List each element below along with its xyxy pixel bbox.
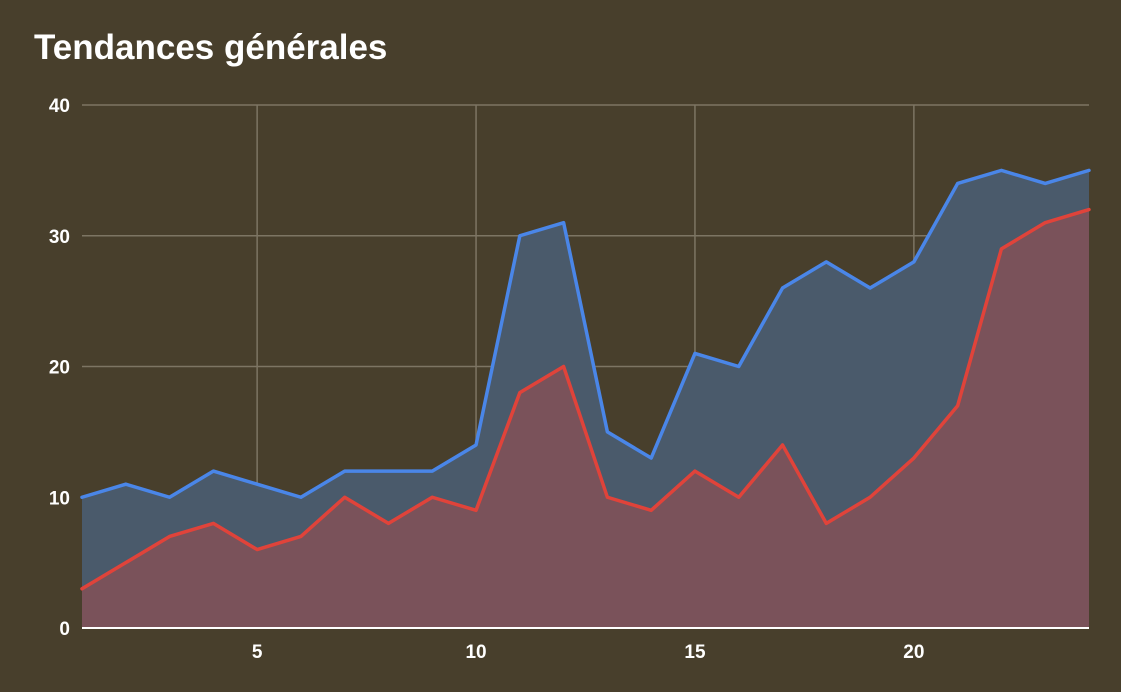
x-axis-tick-labels: 5 10 15 20 — [252, 642, 925, 663]
y-axis-tick-labels: 0 10 20 30 40 — [49, 96, 70, 640]
x-tick-label-10: 10 — [465, 642, 486, 663]
x-tick-label-15: 15 — [684, 642, 706, 663]
y-tick-label-30: 30 — [49, 227, 70, 248]
series-lines — [80, 168, 1091, 591]
y-tick-label-20: 20 — [49, 358, 70, 379]
x-tick-label-20: 20 — [903, 642, 924, 663]
series-2-line — [80, 207, 1091, 591]
series-areas — [82, 170, 1089, 628]
y-tick-label-40: 40 — [49, 96, 70, 117]
y-tick-label-10: 10 — [49, 488, 70, 509]
x-tick-label-5: 5 — [252, 642, 263, 663]
series-1-line — [80, 168, 1091, 499]
y-tick-label-0: 0 — [59, 619, 70, 640]
chart-title: Tendances générales — [34, 28, 388, 67]
series-2-area — [82, 209, 1089, 628]
